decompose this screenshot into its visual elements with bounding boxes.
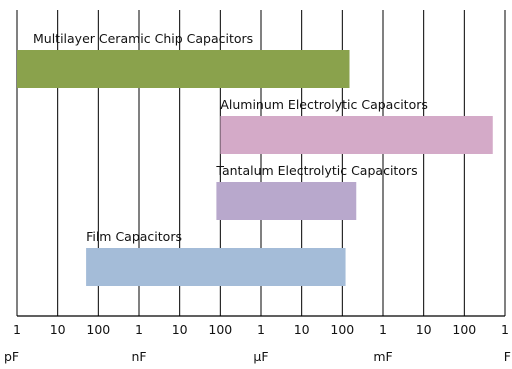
x-tick-unit-label: nF (131, 349, 146, 364)
x-tick-label: 1 (379, 322, 387, 337)
bar-3 (216, 182, 357, 220)
x-tick-label: 100 (86, 322, 110, 337)
x-tick-unit-label: mF (373, 349, 392, 364)
x-tick-label: 10 (172, 322, 188, 337)
x-tick-label: 100 (330, 322, 354, 337)
x-tick-label: 10 (416, 322, 432, 337)
bars-layer: Multilayer Ceramic Chip Capacitors Alumin… (17, 31, 493, 286)
x-tick-label: 10 (294, 322, 310, 337)
x-tick-label: 100 (452, 322, 476, 337)
bar-4 (86, 248, 346, 286)
x-tick-label: 1 (135, 322, 143, 337)
bar-label: Multilayer Ceramic Chip Capacitors (33, 31, 253, 46)
x-tick-unit-label: pF (4, 349, 19, 364)
x-tick-label: 100 (208, 322, 232, 337)
x-axis-ticks: 1 pF 10 100 1 nF 10 100 1 μF 10 100 1 mF 10 100 1 F (4, 322, 511, 364)
bar-label: Tantalum Electrolytic Capacitors (215, 163, 417, 178)
x-tick-unit-label: μF (253, 349, 268, 364)
bar-label: Aluminum Electrolytic Capacitors (220, 97, 428, 112)
bar-label: Film Capacitors (86, 229, 182, 244)
x-tick-label: 1 (257, 322, 265, 337)
bar-1 (17, 50, 350, 88)
x-tick-label: 10 (50, 322, 66, 337)
x-tick-label: 1 (13, 322, 21, 337)
x-tick-label: 1 (501, 322, 509, 337)
bar-2 (220, 116, 493, 154)
x-tick-unit-label: F (504, 349, 511, 364)
